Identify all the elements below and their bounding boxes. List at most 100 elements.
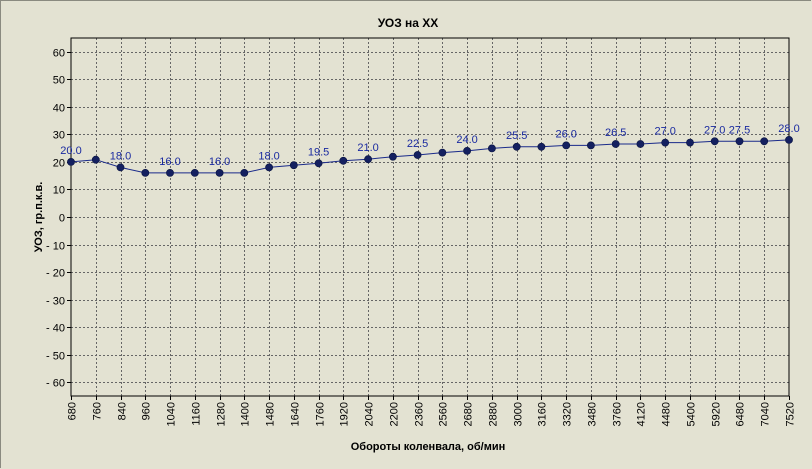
y-tick-label: 30	[53, 130, 65, 142]
data-point	[438, 148, 447, 157]
series-line	[70, 139, 790, 174]
data-point	[512, 142, 521, 151]
y-tick-label: 0	[59, 213, 65, 225]
data-point	[463, 146, 471, 155]
data-label: 27.0	[654, 126, 675, 138]
x-tick-label: 3000	[513, 402, 525, 426]
x-tick-label: 2200	[389, 402, 401, 426]
data-point	[487, 144, 496, 153]
data-label: 26.0	[555, 128, 576, 140]
x-tick-label: 760	[92, 402, 104, 420]
data-point	[537, 142, 546, 151]
x-tick-label: 1400	[240, 402, 252, 426]
data-point	[166, 168, 174, 177]
x-tick-label: 960	[141, 402, 153, 420]
data-point	[636, 140, 645, 148]
data-label: 27.5	[729, 124, 750, 136]
series	[67, 135, 793, 177]
data-labels: 20.0 18.0 16.0 16.0 18.0 19.5 21.0 22.5 24.0 25.5…	[60, 123, 799, 168]
data-label: 28.0	[778, 123, 799, 135]
data-point	[116, 163, 125, 172]
x-tick-label: 4120	[636, 402, 648, 426]
data-point	[785, 135, 793, 144]
y-tick-label: 50	[53, 75, 65, 87]
x-axis-label: Обороты коленвала, об/мин	[351, 441, 506, 453]
data-point	[67, 157, 75, 166]
data-label: 16.0	[159, 156, 180, 168]
y-axis: 60 50 40 30 20 10 0 - 10 - 20 - 30 - 40 - 50 - 60	[46, 48, 71, 390]
y-tick-label: - 40	[46, 323, 65, 335]
x-tick-label: 2040	[364, 402, 376, 426]
data-label: 18.0	[258, 150, 279, 162]
x-tick-label: 680	[67, 402, 79, 420]
data-label: 19.5	[308, 146, 329, 158]
data-label: 27.0	[704, 124, 725, 136]
x-tick-label: 1640	[290, 402, 302, 426]
chart-title: УОЗ на ХХ	[378, 16, 439, 30]
y-tick-label: 20	[53, 158, 65, 170]
data-point	[661, 138, 670, 147]
y-axis-label: УОЗ, гр.п.к.в.	[33, 182, 45, 253]
data-point	[364, 155, 372, 164]
y-tick-label: - 10	[46, 241, 65, 253]
data-label: 22.5	[407, 138, 428, 150]
x-tick-label: 3160	[537, 402, 549, 426]
data-point	[141, 168, 150, 177]
data-point	[215, 168, 224, 177]
y-tick-label: - 50	[46, 351, 65, 363]
x-tick-label: 3480	[587, 402, 599, 426]
data-point	[760, 137, 769, 146]
x-tick-label: 5920	[711, 402, 723, 426]
data-point	[289, 161, 298, 170]
data-label: 26.5	[605, 127, 626, 139]
x-tick-label: 1480	[265, 402, 277, 426]
x-tick-label: 2560	[438, 402, 450, 426]
y-tick-label: 60	[53, 48, 65, 60]
data-label: 16.0	[209, 156, 230, 168]
data-label: 20.0	[60, 145, 81, 157]
data-point	[339, 156, 348, 165]
x-tick-label: 7040	[760, 402, 772, 426]
data-label: 18.0	[110, 150, 131, 162]
x-axis: 680 760 840 960 1040 1160 1280 1400 1480 1640 1760…	[67, 396, 797, 426]
x-tick-label: 4480	[661, 402, 673, 426]
data-label: 25.5	[506, 130, 527, 142]
data-point	[587, 141, 595, 150]
plot-area	[70, 37, 790, 397]
data-point	[562, 141, 571, 150]
x-tick-label: 5400	[686, 402, 698, 426]
x-tick-label: 2880	[488, 402, 500, 426]
x-tick-label: 7520	[785, 402, 797, 426]
data-point	[240, 168, 249, 177]
data-point	[314, 159, 323, 168]
data-point	[735, 137, 744, 146]
y-tick-label: - 20	[46, 268, 65, 280]
data-point	[686, 138, 694, 147]
x-tick-label: 3320	[562, 402, 574, 426]
grid	[71, 38, 789, 396]
x-tick-label: 1920	[339, 402, 351, 426]
data-label: 24.0	[456, 134, 477, 146]
x-tick-label: 2360	[414, 402, 426, 426]
data-point	[265, 163, 273, 172]
data-point	[611, 140, 620, 148]
y-tick-label: 40	[53, 103, 65, 115]
data-point	[388, 152, 397, 161]
x-tick-label: 2680	[463, 402, 475, 426]
y-tick-label: - 60	[46, 378, 65, 390]
data-label: 21.0	[357, 142, 378, 154]
x-tick-label: 1280	[216, 402, 228, 426]
x-tick-label: 3760	[612, 402, 624, 426]
x-tick-label: 1760	[315, 402, 327, 426]
y-tick-label: 10	[53, 185, 65, 197]
x-tick-label: 840	[117, 402, 129, 420]
data-point	[190, 168, 199, 177]
x-tick-label: 1160	[191, 402, 203, 426]
x-tick-label: 6480	[735, 402, 747, 426]
data-point	[710, 137, 719, 146]
data-point	[413, 151, 422, 159]
data-point	[91, 155, 100, 164]
y-tick-label: - 30	[46, 296, 65, 308]
